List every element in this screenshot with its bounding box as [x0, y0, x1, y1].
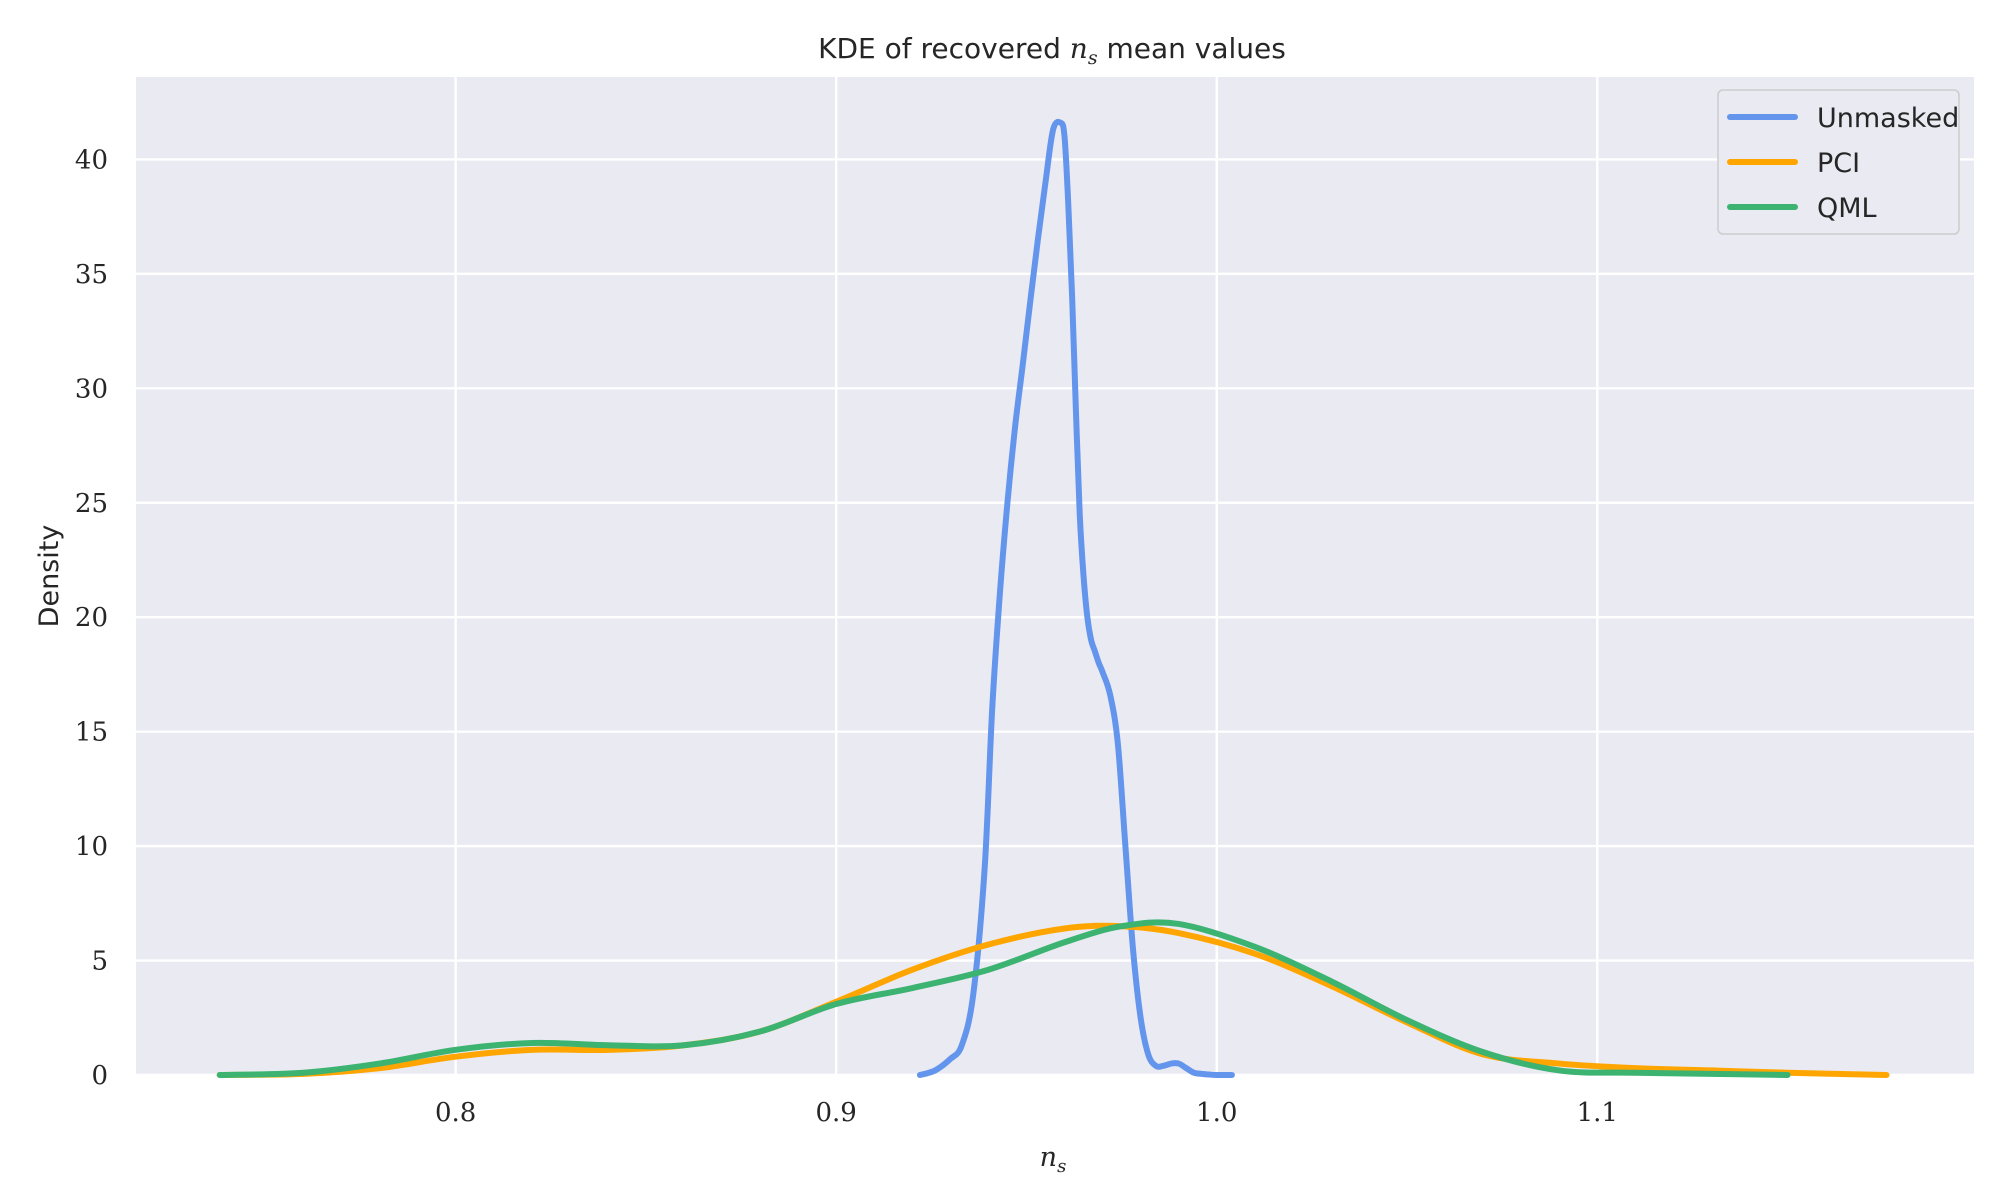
chart-title-subscript: s: [1088, 47, 1098, 69]
plot-area: [136, 77, 1974, 1075]
y-tick-label: 25: [75, 489, 108, 519]
chart-title-prefix: KDE of recovered: [818, 32, 1070, 65]
x-axis-label-subscript: s: [1057, 1156, 1066, 1177]
x-tick-label: 1.1: [1577, 1098, 1618, 1128]
y-tick-label: 35: [75, 260, 108, 290]
x-axis-label: ns: [1040, 1142, 1067, 1177]
y-axis-label: Density: [34, 525, 65, 628]
chart-title-math: n: [1070, 32, 1088, 65]
y-tick-label: 0: [91, 1061, 108, 1091]
chart-title-suffix: mean values: [1098, 32, 1286, 65]
y-tick-label: 15: [75, 718, 108, 748]
series-line-pci: [216, 922, 1890, 1078]
x-axis-label-math: n: [1040, 1142, 1057, 1173]
y-tick-label: 40: [75, 145, 108, 175]
y-tick-label: 5: [91, 947, 108, 977]
grid: [136, 77, 1974, 1077]
legend-label-unmasked: Unmasked: [1817, 103, 1959, 134]
x-tick-label: 0.8: [435, 1098, 476, 1128]
series-layer: [216, 118, 1890, 1078]
legend-frame: [1717, 89, 1960, 235]
series-line-qml: [216, 919, 1791, 1078]
x-tick-label: 0.9: [816, 1098, 857, 1128]
x-tick-label: 1.0: [1196, 1098, 1237, 1128]
y-tick-label: 20: [75, 603, 108, 633]
y-tick-label: 30: [75, 374, 108, 404]
series-line-unmasked: [916, 118, 1235, 1078]
legend: Unmasked PCI QML: [1717, 89, 1960, 235]
tick-labels: 0.8 0.9 1.0 1.1 0 5 10 15 20 25 30 35 40: [75, 145, 1618, 1128]
y-tick-label: 10: [75, 832, 108, 862]
legend-label-pci: PCI: [1817, 148, 1860, 179]
chart-title: KDE of recovered ns mean values: [818, 32, 1286, 69]
legend-label-qml: QML: [1817, 193, 1877, 224]
